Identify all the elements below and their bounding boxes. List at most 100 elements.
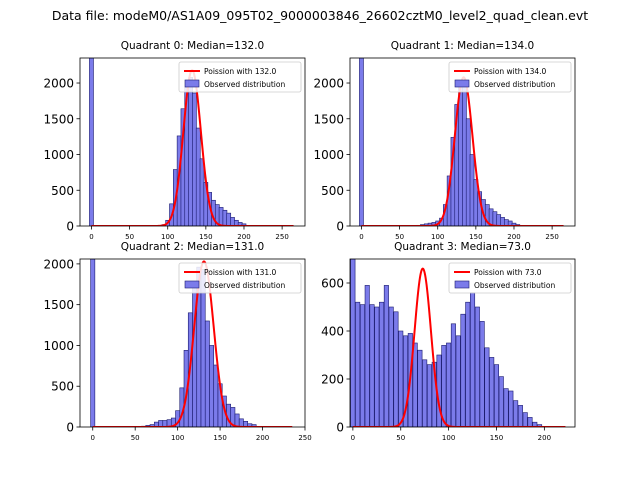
y-tick-label: 0 xyxy=(336,421,344,435)
histogram-bar xyxy=(455,335,461,427)
legend: Poission with 131.0 Observed distribution xyxy=(178,262,302,294)
histogram-bar xyxy=(522,412,528,427)
histogram-bar xyxy=(503,388,509,427)
y-tick-label: 500 xyxy=(321,184,344,198)
histogram-bar xyxy=(213,364,219,427)
histogram-bar xyxy=(388,306,394,427)
legend-bar-swatch xyxy=(454,280,470,289)
legend-label-poisson: Poission with 132.0 xyxy=(204,67,277,76)
y-tick-label: 1500 xyxy=(43,298,74,312)
histogram-bar xyxy=(532,421,538,427)
x-tick-label: 200 xyxy=(538,434,551,442)
histogram-bar xyxy=(230,217,235,226)
histogram-bar xyxy=(90,259,96,427)
x-tick-label: 250 xyxy=(545,233,558,241)
legend-box xyxy=(448,61,572,93)
x-tick-label: 150 xyxy=(213,434,226,442)
y-tick-label: 400 xyxy=(321,325,344,339)
x-tick-label: 150 xyxy=(490,434,503,442)
x-tick-label: 50 xyxy=(396,434,405,442)
x-tick-label: 100 xyxy=(161,233,174,241)
histogram-bar xyxy=(350,259,356,427)
x-tick-label: 150 xyxy=(469,233,482,241)
histogram-bar xyxy=(234,413,240,427)
histogram-bar xyxy=(474,306,480,427)
histogram-bar xyxy=(537,424,543,427)
histogram-bar xyxy=(458,82,463,226)
histogram-bar xyxy=(465,118,471,226)
y-tick-label: 1500 xyxy=(313,112,344,126)
histogram-bar xyxy=(192,92,197,226)
histogram-bar xyxy=(446,342,452,427)
subplot-quadrant-2: 0 50 100 150 200 250 0 500 1000 1500 2000 Quadrant … xyxy=(43,241,311,442)
axes-frame xyxy=(79,258,306,428)
x-tick-label: 150 xyxy=(199,233,212,241)
histogram-bar xyxy=(517,405,523,427)
y-tick-label: 2000 xyxy=(43,77,74,91)
legend-label-observed: Observed distribution xyxy=(204,80,285,89)
histogram-bar xyxy=(469,154,475,226)
histogram-bar xyxy=(450,323,456,427)
y-tick-label: 200 xyxy=(321,373,344,387)
subplot-quadrant-0: 0 50 100 150 200 250 0 500 1000 1500 2000 Quadrant … xyxy=(43,40,306,241)
axes-frame xyxy=(349,258,576,428)
subplot-title: Quadrant 1: Median=134.0 xyxy=(391,40,534,52)
histogram-bar xyxy=(470,292,476,427)
subplot-quadrant-1: 0 50 100 150 200 250 0 500 1000 1500 2000 Quadrant … xyxy=(313,40,576,241)
x-tick-label: 0 xyxy=(89,233,93,241)
x-tick-label: 250 xyxy=(275,233,288,241)
histogram-bar xyxy=(412,342,418,427)
histogram-bar xyxy=(369,304,375,427)
histogram-bar xyxy=(460,313,466,427)
subplot-title: Quadrant 2: Median=131.0 xyxy=(121,241,264,253)
legend-box xyxy=(178,61,302,93)
y-tick-label: 1000 xyxy=(313,148,344,162)
legend-bar-swatch xyxy=(184,79,200,88)
legend-bar-swatch xyxy=(454,79,470,88)
histogram-bar xyxy=(199,158,205,226)
y-tick-label: 1500 xyxy=(43,112,74,126)
histogram-bar xyxy=(489,357,495,427)
legend-label-poisson: Poission with 134.0 xyxy=(474,67,547,76)
histogram-bar xyxy=(500,217,505,226)
y-tick-label: 500 xyxy=(51,184,74,198)
histogram-bar xyxy=(222,209,228,226)
histogram-bar xyxy=(393,311,399,427)
x-tick-label: 100 xyxy=(171,434,184,442)
legend-label-observed: Observed distribution xyxy=(474,80,555,89)
histogram-bar xyxy=(462,85,467,226)
legend-label-poisson: Poission with 131.0 xyxy=(204,268,277,277)
y-tick-label: 2000 xyxy=(313,77,344,91)
histogram-bar xyxy=(496,214,502,226)
histogram-bar xyxy=(89,58,94,226)
x-tick-label: 50 xyxy=(131,434,140,442)
histogram-bar xyxy=(513,400,519,427)
y-tick-label: 0 xyxy=(336,220,344,234)
y-tick-label: 1000 xyxy=(43,339,74,353)
histogram-bar xyxy=(383,285,389,427)
legend-box xyxy=(448,262,572,294)
x-tick-label: 200 xyxy=(237,233,250,241)
histogram-bar xyxy=(364,285,370,427)
subplot-title: Quadrant 0: Median=132.0 xyxy=(121,40,264,52)
histogram-bar xyxy=(195,127,201,226)
legend-label-observed: Observed distribution xyxy=(204,281,285,290)
histogram-bar xyxy=(355,301,361,427)
histogram-bar xyxy=(484,347,490,427)
histogram-bar xyxy=(479,321,485,427)
histogram-bar xyxy=(209,345,215,427)
x-tick-label: 100 xyxy=(442,434,455,442)
histogram-bar xyxy=(492,211,498,226)
legend-bar-swatch xyxy=(184,280,200,289)
histogram-bar xyxy=(426,364,432,427)
histogram-bar xyxy=(493,364,499,427)
figure-suptitle: Data file: modeM0/AS1A09_095T02_90000038… xyxy=(51,8,589,23)
subplot-quadrant-3: 0 50 100 150 200 0 200 400 600 Quadrant 3: Median… xyxy=(321,241,576,442)
x-tick-label: 50 xyxy=(395,233,404,241)
legend-box xyxy=(178,262,302,294)
histogram-bar xyxy=(359,304,365,427)
axes-frame xyxy=(349,57,576,227)
plot-area xyxy=(350,259,566,427)
